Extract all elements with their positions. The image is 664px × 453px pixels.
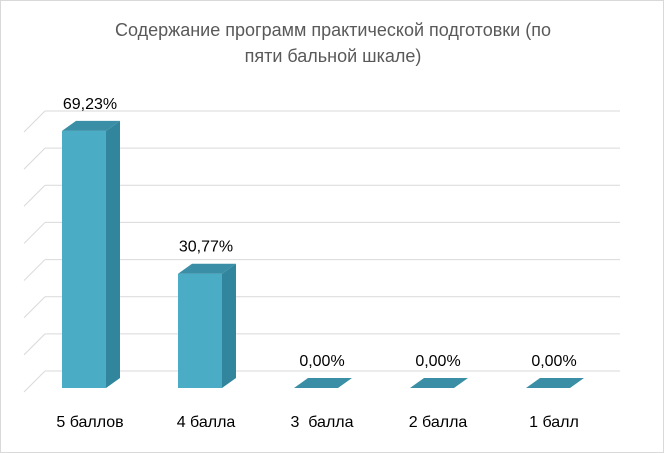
gridline-side-7	[23, 110, 46, 133]
data-label-0: 69,23%	[63, 96, 117, 113]
data-label-1: 30,77%	[179, 239, 233, 256]
chart-title-line-1: Содержание программ практической подгото…	[115, 20, 551, 40]
gridline-side-6	[23, 147, 46, 170]
chart-title-line-2: пяти бальной шкале)	[244, 46, 422, 66]
chart-title: Содержание программ практической подгото…	[1, 17, 664, 69]
gridline-side-1	[23, 333, 46, 356]
category-label-1: 4 балла	[177, 414, 236, 431]
data-label-3: 0,00%	[415, 353, 460, 370]
bar-side-0	[106, 120, 120, 389]
category-label-2: 3 балла	[290, 414, 353, 431]
category-label-4: 1 балл	[529, 414, 579, 431]
gridline-side-2	[23, 296, 46, 319]
data-label-2: 0,00%	[299, 353, 344, 370]
bar-top-0	[62, 120, 120, 131]
bar-front-0	[62, 130, 106, 389]
gridline-side-0	[23, 370, 46, 393]
bar-top-2	[294, 378, 352, 388]
bar-top-1	[178, 263, 236, 274]
gridline-side-3	[23, 259, 46, 281]
data-label-4: 0,00%	[531, 353, 576, 370]
gridline-side-5	[23, 184, 46, 207]
gridline-side-4	[23, 222, 46, 244]
bar-top-4	[526, 378, 584, 388]
category-label-0: 5 баллов	[56, 414, 123, 431]
bar-top-3	[410, 378, 468, 388]
bar-front-1	[178, 273, 222, 388]
category-label-3: 2 балла	[409, 414, 468, 431]
bar-side-1	[222, 263, 236, 388]
